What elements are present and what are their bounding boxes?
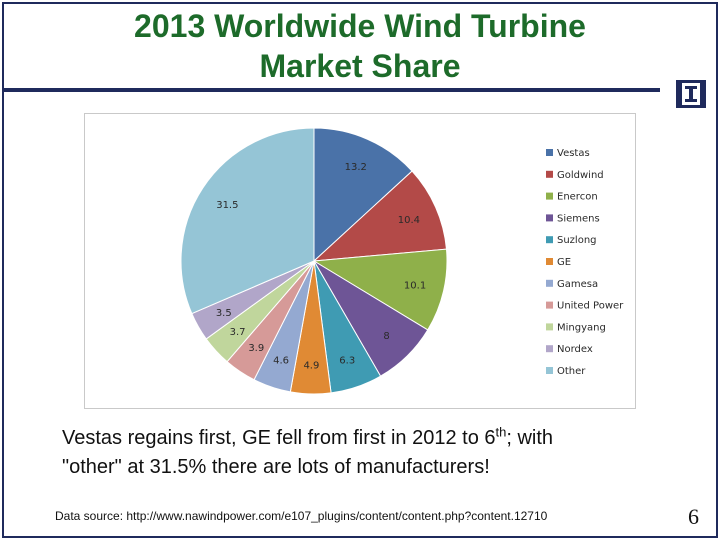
caption-text-1: Vestas regains first, GE fell from first…	[62, 427, 496, 449]
slice-value-label: 4.6	[273, 355, 289, 366]
slice-value-label: 6.3	[339, 355, 355, 366]
legend-swatch	[546, 149, 553, 156]
legend-swatch	[546, 301, 553, 309]
legend-swatch	[546, 279, 553, 287]
legend-swatch	[546, 367, 553, 374]
legend-entry: Other	[557, 366, 586, 377]
legend-swatch	[546, 258, 553, 265]
caption-text-2: ; with	[506, 427, 554, 449]
caption-line-1: Vestas regains first, GE fell from first…	[62, 424, 662, 453]
legend-swatch	[546, 236, 553, 244]
slide-title: 2013 Worldwide Wind Turbine Market Share	[60, 6, 660, 86]
legend-swatch	[546, 214, 553, 222]
legend-entry: GE	[557, 257, 571, 268]
legend-swatch	[546, 345, 553, 353]
slice-value-label: 4.9	[303, 361, 319, 372]
legend-entry: Gamesa	[557, 279, 598, 290]
title-line-1: 2013 Worldwide Wind Turbine	[134, 8, 586, 44]
caption-superscript: th	[495, 424, 507, 440]
caption-line-2: "other" at 31.5% there are lots of manuf…	[62, 456, 490, 478]
pie-chart-svg: 13.2 10.4 10.1 8 6.3 4.9 4.6 3.93.7 3.5 31.5 Vest…	[180, 127, 624, 395]
slide-caption: Vestas regains first, GE fell from first…	[62, 424, 662, 482]
title-divider	[4, 88, 660, 92]
slice-value-label: 10.1	[404, 280, 426, 291]
legend-entry: United Power	[557, 301, 624, 312]
pie-slice-goldwind	[312, 170, 448, 262]
legend-swatch	[546, 323, 553, 331]
legend-entry: Enercon	[557, 192, 598, 203]
slice-value-label: 3.7	[230, 327, 246, 338]
title-line-2: Market Share	[259, 48, 461, 84]
page-number: 6	[688, 504, 699, 529]
slice-value-label: 8	[383, 331, 389, 342]
pie-slice-vestas	[313, 127, 413, 263]
legend-swatch	[546, 170, 553, 178]
legend-entry: Mingyang	[557, 322, 606, 333]
data-source: Data source: http://www.nawindpower.com/…	[55, 509, 548, 523]
slice-value-label: 31.5	[216, 200, 238, 211]
slice-value-label: 3.9	[248, 343, 264, 354]
slice-value-label: 10.4	[398, 215, 420, 226]
pie-slice-other	[180, 127, 315, 315]
legend-entry: Vestas	[557, 148, 590, 159]
legend-entry: Suzlong	[557, 235, 597, 246]
legend-entry: Siemens	[557, 213, 600, 224]
legend-entry: Nordex	[557, 344, 593, 355]
pie-chart: 13.2 10.4 10.1 8 6.3 4.9 4.6 3.9 3.7 3.5 31.5 Vest…	[84, 113, 636, 409]
slice-value-label: 3.5	[216, 308, 232, 319]
legend-swatch	[546, 192, 553, 200]
university-block-i-icon	[676, 80, 706, 108]
pie-slice-enercon	[312, 248, 448, 331]
slice-value-label: 13.2	[345, 162, 367, 173]
legend-entry: Goldwind	[557, 170, 604, 181]
